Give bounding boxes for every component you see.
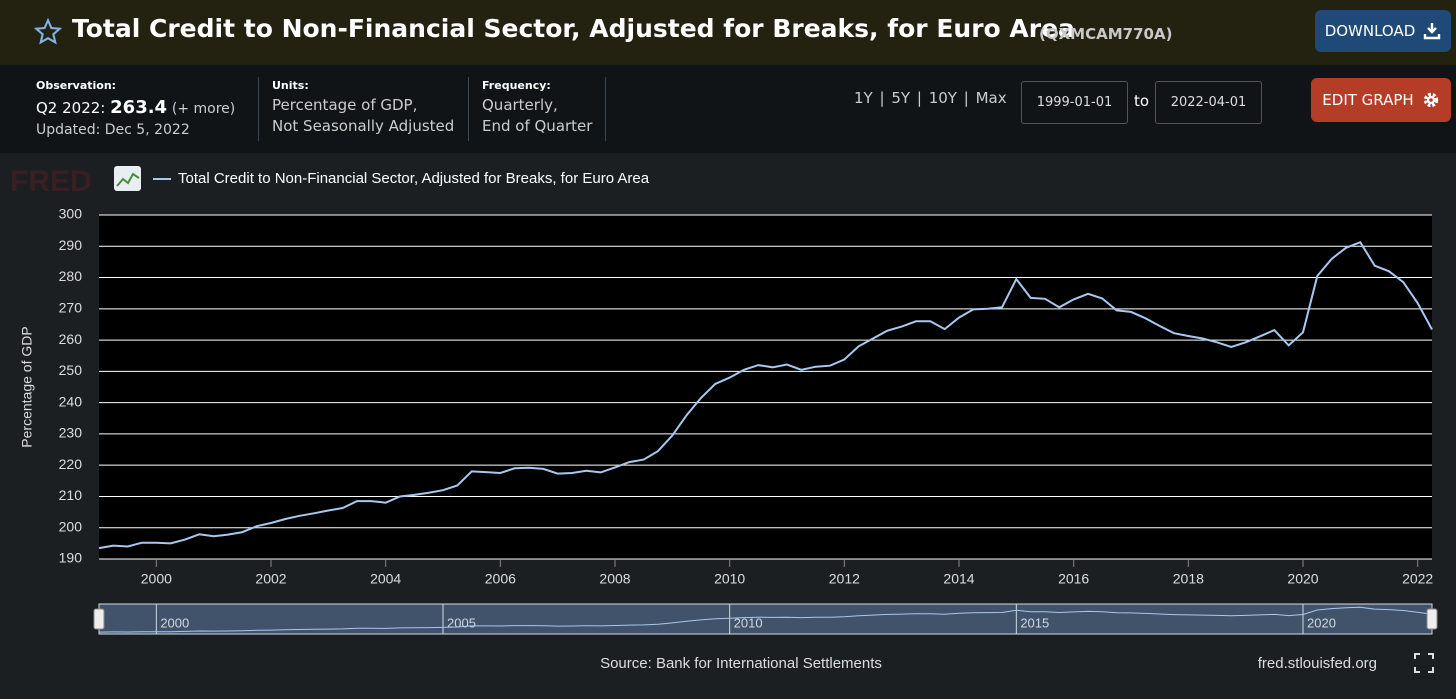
logo-icon: [114, 166, 141, 191]
x-tick-label: 2004: [370, 571, 401, 587]
frequency-line: Quarterly,: [482, 96, 558, 114]
y-tick-label: 230: [59, 425, 83, 441]
fred-logo: FRED: [10, 165, 92, 198]
fullscreen-icon[interactable]: [1414, 653, 1434, 673]
x-tick-label: 2014: [943, 571, 974, 587]
divider: [258, 77, 259, 141]
series-id: (QXMCAM770A): [1039, 25, 1173, 43]
navigator-tick-label: 2005: [447, 615, 476, 630]
header: Total Credit to Non-Financial Sector, Ad…: [0, 0, 1456, 65]
divider: [468, 77, 469, 141]
observation-value: 263.4: [110, 97, 168, 118]
frequency-label: Frequency:: [482, 79, 551, 92]
navigator-tick-label: 2010: [734, 615, 763, 630]
edit-graph-label: EDIT GRAPH: [1322, 91, 1414, 109]
navigator-handle[interactable]: [1426, 608, 1438, 630]
chart: FRED Percentage of GDP Source: Bank for …: [10, 165, 1438, 673]
start-date[interactable]: 1999-01-01: [1021, 81, 1128, 124]
x-tick-label: 2022: [1402, 571, 1433, 587]
plot-area: [99, 215, 1432, 559]
x-tick-label: 2008: [599, 571, 630, 587]
y-tick-label: 200: [59, 518, 83, 534]
end-date[interactable]: 2022-04-01: [1155, 81, 1262, 124]
observation: Q2 2022: 263.4 (+ more): [36, 97, 235, 118]
range-buttons: 1Y | 5Y | 10Y | Max: [854, 89, 1007, 107]
x-tick-label: 2006: [485, 571, 516, 587]
updated: Updated: Dec 5, 2022: [36, 122, 190, 138]
series-line: [98, 240, 1433, 550]
title: Total Credit to Non-Financial Sector, Ad…: [72, 14, 1075, 43]
download-button[interactable]: DOWNLOAD: [1315, 10, 1451, 52]
edit-graph-button[interactable]: EDIT GRAPH: [1311, 78, 1451, 122]
info-bar: Observation: Q2 2022: 263.4 (+ more) Upd…: [0, 65, 1456, 153]
source: Source: Bank for International Settlemen…: [600, 655, 882, 672]
site-link[interactable]: fred.stlouisfed.org: [1258, 655, 1377, 672]
separator: |: [963, 89, 969, 107]
download-label: DOWNLOAD: [1324, 22, 1416, 40]
y-tick-label: 240: [59, 393, 83, 409]
navigator-line: [98, 606, 1433, 633]
range-max[interactable]: Max: [975, 89, 1007, 107]
navigator-tick-label: 2000: [160, 615, 189, 630]
to-label: to: [1134, 92, 1150, 110]
x-tick-label: 2012: [829, 571, 860, 587]
separator: |: [879, 89, 885, 107]
y-tick-label: 280: [59, 268, 83, 284]
units-label: Units:: [272, 79, 309, 92]
navigator-tick-label: 2020: [1307, 615, 1336, 630]
download-icon: [1424, 23, 1441, 40]
divider: [605, 77, 606, 141]
y-tick-label: 270: [59, 300, 83, 316]
y-tick-label: 210: [59, 487, 83, 503]
x-tick-label: 2010: [714, 571, 745, 587]
y-axis-label: Percentage of GDP: [19, 326, 35, 447]
frequency-line: End of Quarter: [482, 117, 593, 135]
y-tick-label: 260: [59, 331, 83, 347]
observation-period: Q2 2022:: [36, 99, 106, 117]
navigator-tick-label: 2015: [1020, 615, 1049, 630]
observation-label: Observation:: [36, 79, 117, 92]
x-tick-label: 2016: [1058, 571, 1089, 587]
x-tick-label: 2000: [141, 571, 172, 587]
favorite-star[interactable]: [34, 18, 62, 46]
y-tick-label: 300: [59, 206, 83, 222]
separator: |: [916, 89, 922, 107]
x-tick-label: 2020: [1287, 571, 1318, 587]
y-tick-label: 250: [59, 362, 83, 378]
x-tick-label: 2018: [1173, 571, 1204, 587]
range-10y[interactable]: 10Y: [928, 89, 957, 107]
y-tick-label: 290: [59, 237, 83, 253]
units-line: Percentage of GDP,: [272, 96, 418, 114]
more-link[interactable]: (+ more): [171, 101, 236, 117]
y-tick-label: 190: [59, 550, 83, 566]
x-tick-label: 2002: [255, 571, 286, 587]
y-tick-label: 220: [59, 456, 83, 472]
legend-label: Total Credit to Non-Financial Sector, Ad…: [178, 170, 650, 187]
gear-icon: [1423, 92, 1438, 108]
range-5y[interactable]: 5Y: [891, 89, 911, 107]
units-line: Not Seasonally Adjusted: [272, 117, 455, 135]
navigator-handle[interactable]: [93, 608, 105, 630]
range-1y[interactable]: 1Y: [854, 89, 873, 107]
